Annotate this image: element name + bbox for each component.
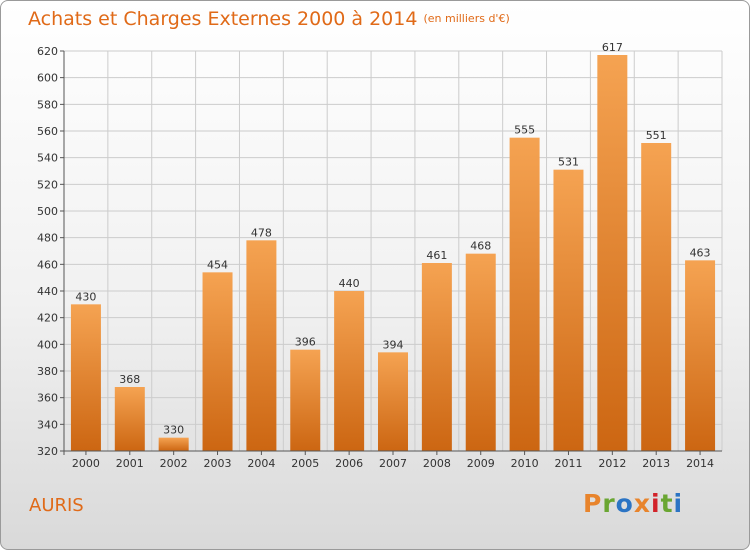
bar xyxy=(114,387,145,451)
logo-letter: o xyxy=(615,489,634,518)
bar xyxy=(597,55,628,451)
y-tick-label: 380 xyxy=(37,365,58,378)
x-tick-label: 2009 xyxy=(467,457,495,470)
y-tick-label: 560 xyxy=(37,125,58,138)
bar xyxy=(421,263,452,451)
chart-subtitle: (en milliers d'€) xyxy=(423,12,510,25)
bar xyxy=(685,260,716,451)
x-tick-label: 2012 xyxy=(598,457,626,470)
y-tick-label: 440 xyxy=(37,285,58,298)
y-tick-label: 480 xyxy=(37,232,58,245)
logo-letter: t xyxy=(660,489,674,518)
bar-value-label: 396 xyxy=(295,336,316,349)
y-tick-label: 540 xyxy=(37,152,58,165)
y-tick-label: 580 xyxy=(37,98,58,111)
bar xyxy=(158,437,189,451)
x-tick-label: 2013 xyxy=(642,457,670,470)
x-tick-label: 2006 xyxy=(335,457,363,470)
x-tick-label: 2011 xyxy=(554,457,582,470)
bar-value-label: 555 xyxy=(514,124,535,137)
x-tick-label: 2001 xyxy=(116,457,144,470)
logo-letter: i xyxy=(651,489,661,518)
bar xyxy=(70,304,101,451)
y-tick-label: 360 xyxy=(37,392,58,405)
x-tick-label: 2005 xyxy=(291,457,319,470)
bar-value-label: 330 xyxy=(163,424,184,437)
y-tick-label: 600 xyxy=(37,72,58,85)
x-tick-label: 2000 xyxy=(72,457,100,470)
y-tick-label: 340 xyxy=(37,418,58,431)
bar-value-label: 478 xyxy=(251,226,272,239)
bar-value-label: 454 xyxy=(207,258,228,271)
bar-value-label: 531 xyxy=(558,156,579,169)
y-tick-label: 400 xyxy=(37,338,58,351)
x-tick-label: 2003 xyxy=(204,457,232,470)
y-tick-label: 500 xyxy=(37,205,58,218)
bar-value-label: 463 xyxy=(690,246,711,259)
logo-letter: i xyxy=(673,489,684,518)
chart-title-text: Achats et Charges Externes 2000 à 2014 xyxy=(28,8,418,30)
bar xyxy=(553,169,584,451)
bar xyxy=(509,137,540,451)
bar-value-label: 617 xyxy=(602,41,623,54)
bar-value-label: 430 xyxy=(75,290,96,303)
bar-value-label: 551 xyxy=(646,129,667,142)
bar xyxy=(290,349,321,451)
bar-value-label: 394 xyxy=(383,338,404,351)
x-tick-label: 2010 xyxy=(511,457,539,470)
bar xyxy=(334,291,365,451)
logo-letter: P xyxy=(583,489,603,518)
bars: 430 368 330 454 478 396 440 394 461 468 555 531 617 5… xyxy=(70,41,716,451)
bar-value-label: 440 xyxy=(339,277,360,290)
bar xyxy=(641,143,672,451)
bar-value-label: 468 xyxy=(470,240,491,253)
bar-value-label: 368 xyxy=(119,373,140,386)
chart-title: Achats et Charges Externes 2000 à 2014 (e… xyxy=(28,8,510,30)
y-tick-label: 320 xyxy=(37,445,58,458)
proxiti-logo: Proxiti xyxy=(583,489,683,518)
x-tick-label: 2008 xyxy=(423,457,451,470)
bar xyxy=(202,272,233,451)
y-tick-label: 620 xyxy=(37,45,58,58)
x-tick-label: 2004 xyxy=(247,457,275,470)
place-name: AURIS xyxy=(29,495,84,516)
bar xyxy=(246,240,277,451)
y-tick-label: 520 xyxy=(37,178,58,191)
bar xyxy=(378,352,408,451)
x-tick-label: 2002 xyxy=(160,457,188,470)
bar xyxy=(465,253,496,451)
logo-letter: r xyxy=(602,489,616,518)
axes: 320 340 360 380 400 420 440 460 480 500 520 540 560 5… xyxy=(37,45,722,470)
y-tick-label: 460 xyxy=(37,258,58,271)
logo-letter: x xyxy=(633,489,651,518)
x-tick-label: 2007 xyxy=(379,457,407,470)
x-tick-label: 2014 xyxy=(686,457,714,470)
y-tick-label: 420 xyxy=(37,312,58,325)
bar-value-label: 461 xyxy=(426,249,447,262)
